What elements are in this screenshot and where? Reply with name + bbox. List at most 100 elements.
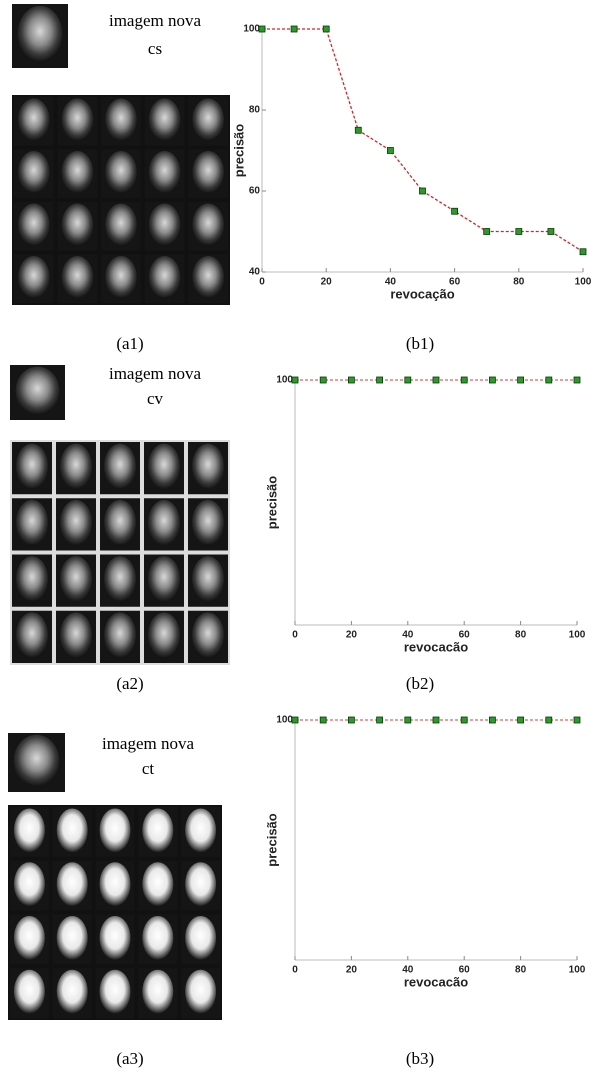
- data-point: [433, 377, 439, 383]
- x-tick-label: 20: [346, 630, 358, 641]
- mri-head: [192, 151, 224, 194]
- data-point: [516, 229, 522, 235]
- data-point: [377, 377, 383, 383]
- data-point: [320, 377, 326, 383]
- mri-head: [57, 808, 88, 852]
- new-image-label: imagem nova: [102, 734, 195, 753]
- mri-head: [60, 612, 92, 658]
- new-image-code: ct: [142, 759, 155, 778]
- x-tick-label: 0: [259, 277, 265, 288]
- chart-caption: (b3): [406, 1049, 434, 1068]
- data-point: [259, 26, 265, 32]
- mri-head: [62, 151, 94, 194]
- mri-head: [192, 500, 224, 546]
- data-point: [518, 717, 524, 723]
- y-axis-label: precisão: [264, 476, 279, 530]
- y-tick-label: 100: [243, 24, 260, 35]
- new-image-code: cs: [148, 39, 162, 58]
- new-image-label: imagem nova: [109, 364, 202, 383]
- x-axis-label: revocação: [390, 286, 454, 301]
- data-point: [292, 717, 298, 723]
- mri-head: [16, 612, 48, 658]
- mri-head: [18, 203, 50, 246]
- mri-head: [16, 444, 48, 490]
- y-axis-label: precisão: [231, 124, 246, 178]
- mri-head: [148, 444, 180, 490]
- mri-head: [16, 500, 48, 546]
- data-point: [546, 377, 552, 383]
- mri-head: [16, 556, 48, 602]
- mri-head: [149, 256, 181, 299]
- mri-head: [192, 98, 224, 141]
- mri-head: [105, 256, 137, 299]
- mri-head: [185, 916, 216, 960]
- mri-head: [105, 98, 137, 141]
- mri-head: [18, 151, 50, 194]
- mri-head: [142, 808, 173, 852]
- data-point: [405, 377, 411, 383]
- data-point: [452, 208, 458, 214]
- x-tick-label: 100: [569, 630, 586, 641]
- data-point: [574, 717, 580, 723]
- x-tick-label: 0: [292, 965, 298, 976]
- mri-head: [149, 203, 181, 246]
- mri-head: [192, 256, 224, 299]
- data-point: [377, 717, 383, 723]
- series-line: [262, 29, 583, 252]
- mri-head: [18, 6, 63, 62]
- mri-head: [142, 970, 173, 1014]
- mri-head: [148, 500, 180, 546]
- mri-head: [148, 556, 180, 602]
- x-tick-label: 100: [575, 277, 592, 288]
- data-point: [546, 717, 552, 723]
- mri-head: [14, 808, 45, 852]
- mri-head: [185, 862, 216, 906]
- mri-head: [149, 151, 181, 194]
- mri-head: [105, 203, 137, 246]
- data-point: [355, 127, 361, 133]
- data-point: [387, 148, 393, 154]
- image-caption: (a1): [116, 334, 143, 353]
- mri-head: [192, 556, 224, 602]
- x-tick-label: 0: [292, 630, 298, 641]
- data-point: [548, 229, 554, 235]
- mri-head: [192, 444, 224, 490]
- mri-head: [185, 970, 216, 1014]
- mri-head: [99, 862, 130, 906]
- image-caption: (a2): [116, 674, 143, 693]
- mri-head: [192, 612, 224, 658]
- new-image-label: imagem nova: [109, 11, 202, 30]
- chart-caption: (b1): [406, 334, 434, 353]
- data-point: [405, 717, 411, 723]
- mri-head: [99, 808, 130, 852]
- data-point: [348, 377, 354, 383]
- mri-head: [57, 970, 88, 1014]
- data-point: [420, 188, 426, 194]
- data-point: [292, 377, 298, 383]
- mri-head: [57, 862, 88, 906]
- mri-head: [16, 367, 60, 415]
- x-axis-label: revocacão: [404, 974, 468, 989]
- x-tick-label: 20: [346, 965, 358, 976]
- mri-head: [60, 444, 92, 490]
- mri-head: [57, 916, 88, 960]
- y-tick-label: 100: [276, 375, 293, 386]
- y-axis-label: precisão: [264, 813, 279, 867]
- mri-head: [14, 862, 45, 906]
- new-image-code: cv: [147, 389, 164, 408]
- y-tick-label: 60: [249, 186, 261, 197]
- mri-head: [14, 735, 60, 787]
- mri-head: [192, 203, 224, 246]
- mri-head: [62, 98, 94, 141]
- data-point: [348, 717, 354, 723]
- mri-head: [14, 970, 45, 1014]
- mri-head: [99, 916, 130, 960]
- data-point: [433, 717, 439, 723]
- data-point: [574, 377, 580, 383]
- y-tick-label: 100: [276, 715, 293, 726]
- mri-head: [148, 612, 180, 658]
- data-point: [484, 229, 490, 235]
- data-point: [291, 26, 297, 32]
- data-point: [580, 249, 586, 255]
- data-point: [518, 377, 524, 383]
